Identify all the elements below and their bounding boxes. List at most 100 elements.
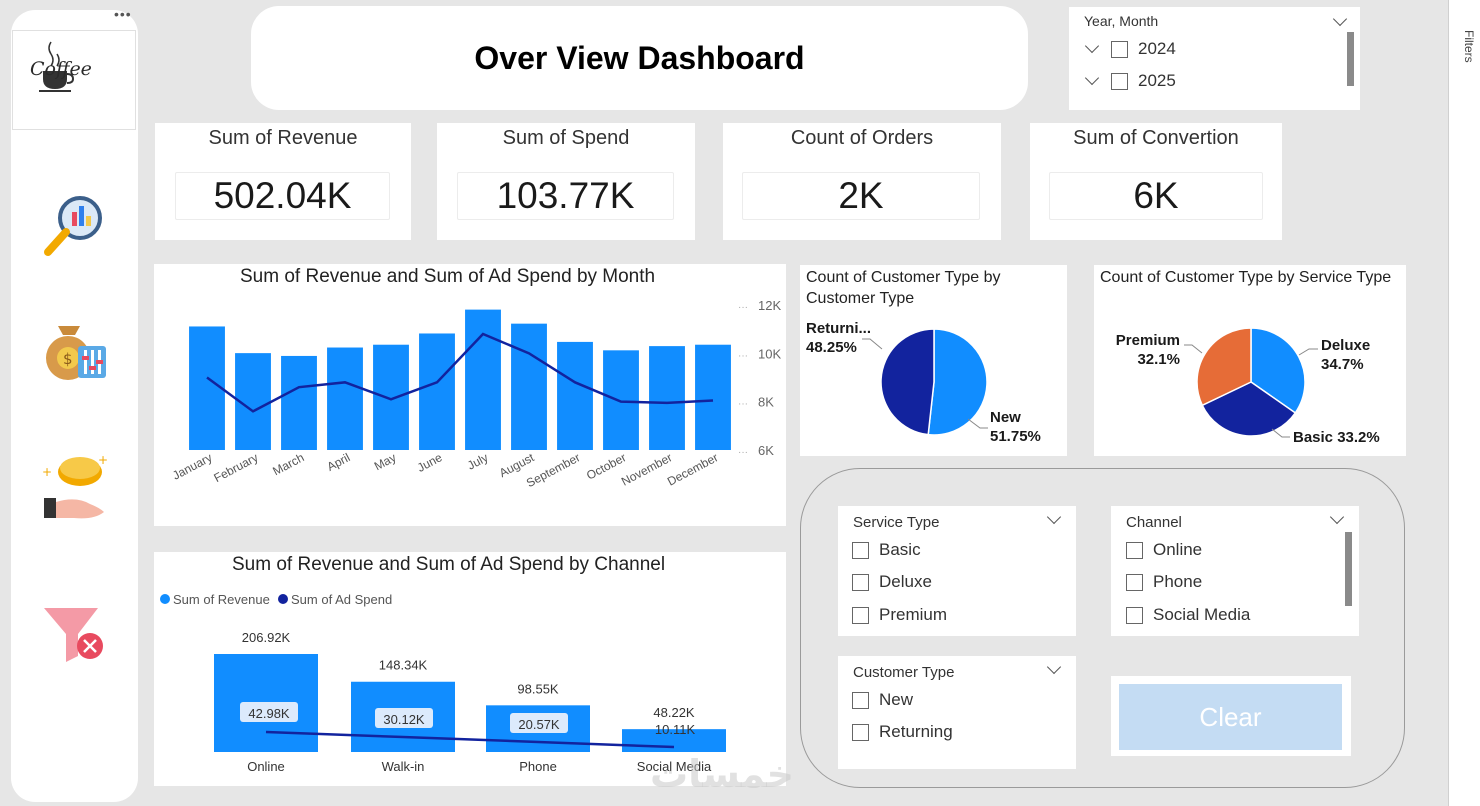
chevron-down-icon[interactable] (1046, 659, 1062, 675)
sidebar (11, 10, 138, 802)
chevron-down-icon[interactable] (1046, 509, 1062, 525)
revenue-bar (419, 333, 455, 450)
svg-text:+: + (42, 465, 52, 479)
legend-revenue-label: Sum of Revenue (173, 592, 270, 607)
x-tick-label: Phone (519, 759, 557, 774)
slicer-item-social-media[interactable]: Social Media (1126, 605, 1250, 625)
kpi-orders: Count of Orders 2K (723, 123, 1001, 240)
pie-slice-basic (1201, 381, 1297, 437)
spend-label-bg (240, 702, 298, 722)
revenue-data-label: 206.92K (242, 630, 291, 645)
magnifier-chart-icon[interactable] (42, 192, 108, 258)
spend-data-label: 30.12K (383, 712, 425, 727)
spend-label-bg (510, 713, 568, 733)
spend-data-label: 20.57K (518, 717, 560, 732)
slicer-item-phone[interactable]: Phone (1126, 572, 1202, 592)
svg-text:+: + (98, 453, 108, 467)
slicer-item-returning[interactable]: Returning (852, 722, 953, 742)
customer-pie-card: Count of Customer Type by Customer Type … (800, 265, 1067, 456)
slicer-item-online[interactable]: Online (1126, 540, 1202, 560)
expand-2025-icon[interactable] (1084, 70, 1100, 86)
logo-text: Coffee (30, 58, 92, 80)
slicer-item-new[interactable]: New (852, 690, 913, 710)
x-tick-label: December (665, 450, 720, 488)
revenue-bar (603, 350, 639, 450)
checkbox[interactable] (1126, 573, 1143, 591)
x-tick-label: May (372, 450, 399, 473)
checkbox[interactable] (852, 723, 869, 741)
filters-pane-label[interactable]: Filters (1462, 30, 1476, 63)
slicer-item-2024[interactable]: 2024 (1111, 39, 1176, 59)
expand-2024-icon[interactable] (1084, 38, 1100, 54)
spend-label-bg (375, 708, 433, 728)
x-tick-label: April (325, 450, 353, 474)
pie-slice-premium (1196, 327, 1252, 407)
slicer-item-basic[interactable]: Basic (852, 540, 921, 560)
revenue-bar (189, 326, 225, 450)
kpi-value: 2K (742, 172, 980, 220)
revenue-bar (327, 347, 363, 450)
page-title-card: Over View Dashboard (251, 6, 1028, 110)
hand-coins-icon[interactable]: + + (40, 452, 110, 522)
pie-label-basic: Basic 33.2% (1293, 429, 1380, 446)
leader-line (1298, 348, 1318, 356)
pie-label-deluxe: Deluxe 34.7% (1321, 337, 1371, 373)
chevron-down-icon[interactable] (1332, 11, 1348, 27)
ad-spend-line (265, 730, 675, 749)
chart-title: Count of Customer Type by Service Type (1100, 269, 1392, 286)
kpi-title: Sum of Spend (502, 127, 630, 149)
kpi-value: 6K (1049, 172, 1263, 220)
checkbox[interactable] (852, 573, 869, 591)
service-type-slicer: Service Type Basic Deluxe Premium (838, 506, 1076, 636)
leader-line (1271, 428, 1290, 438)
more-options-icon[interactable]: ••• (114, 6, 132, 22)
checkbox[interactable] (852, 541, 869, 559)
filter-panel (800, 468, 1405, 788)
kpi-conversion: Sum of Convertion 6K (1030, 123, 1282, 240)
clear-button-card: Clear (1111, 676, 1351, 756)
scrollbar[interactable] (1347, 32, 1354, 86)
logo (12, 30, 136, 130)
leader-line (967, 418, 988, 429)
kpi-title: Sum of Convertion (1073, 127, 1239, 149)
leader-line (862, 338, 883, 350)
slicer-item-2025[interactable]: 2025 (1111, 71, 1176, 91)
kpi-revenue: Sum of Revenue 502.04K (155, 123, 411, 240)
year-month-slicer: Year, Month 2024 2025 (1069, 7, 1360, 110)
axis-tick-label: 10K (758, 346, 781, 361)
pie-label-new: New 51.75% (990, 409, 1041, 445)
checkbox[interactable] (852, 606, 869, 624)
service-pie-card: Count of Customer Type by Service Type P… (1094, 265, 1406, 456)
checkbox[interactable] (1126, 541, 1143, 559)
slicer-item-deluxe[interactable]: Deluxe (852, 572, 932, 592)
clear-filter-icon[interactable] (40, 602, 110, 668)
x-tick-label: Walk-in (382, 759, 425, 774)
revenue-bar (557, 341, 593, 450)
revenue-bar (511, 323, 547, 450)
checkbox[interactable] (1111, 72, 1128, 90)
checkbox[interactable] (1126, 606, 1143, 624)
axis-tick-label: 8K (758, 395, 774, 410)
kpi-value: 502.04K (175, 172, 390, 220)
kpi-spend: Sum of Spend 103.77K (437, 123, 695, 240)
chart-title: Sum of Revenue and Sum of Ad Spend by Ch… (232, 554, 666, 575)
x-tick-label: Social Media (637, 759, 712, 774)
clear-button[interactable]: Clear (1119, 684, 1342, 750)
watermark: خمسات (650, 754, 794, 796)
x-tick-label: November (619, 450, 674, 488)
channel-chart: Sum of Revenue Sum of Ad Spend 206.92K Onli… (160, 592, 726, 774)
kpi-title: Sum of Revenue (208, 127, 358, 149)
checkbox[interactable] (1111, 40, 1128, 58)
checkbox[interactable] (852, 691, 869, 709)
scrollbar[interactable] (1345, 532, 1352, 606)
service-pie-chart (1184, 327, 1318, 438)
channel-chart-card: Sum of Revenue and Sum of Ad Spend by Ch… (154, 552, 786, 786)
filters-pane[interactable] (1448, 0, 1480, 806)
chevron-down-icon[interactable] (1329, 509, 1345, 525)
money-bag-settings-icon[interactable]: $ (42, 318, 108, 384)
customer-pie-chart (862, 328, 988, 436)
kpi-value: 103.77K (457, 172, 674, 220)
legend-revenue-marker (160, 594, 170, 604)
slicer-item-premium[interactable]: Premium (852, 605, 947, 625)
